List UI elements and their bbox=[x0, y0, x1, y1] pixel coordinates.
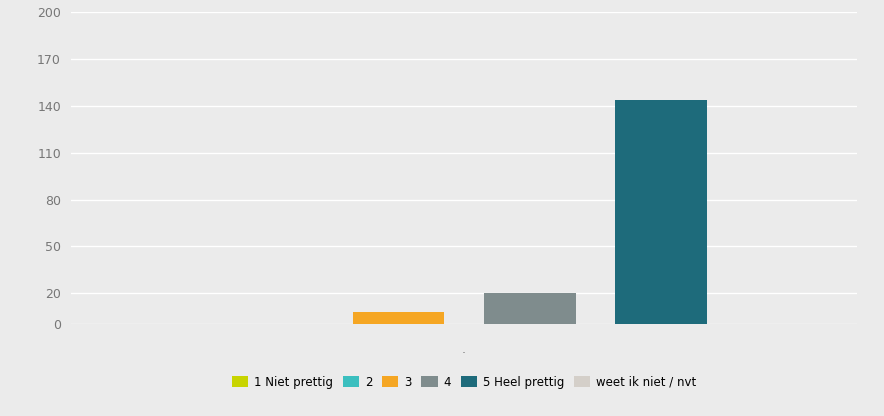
Bar bbox=[353, 312, 445, 324]
Bar bbox=[484, 293, 575, 324]
Bar bbox=[615, 100, 706, 324]
Text: .: . bbox=[462, 343, 466, 356]
Legend: 1 Niet prettig, 2, 3, 4, 5 Heel prettig, weet ik niet / nvt: 1 Niet prettig, 2, 3, 4, 5 Heel prettig,… bbox=[227, 371, 701, 394]
